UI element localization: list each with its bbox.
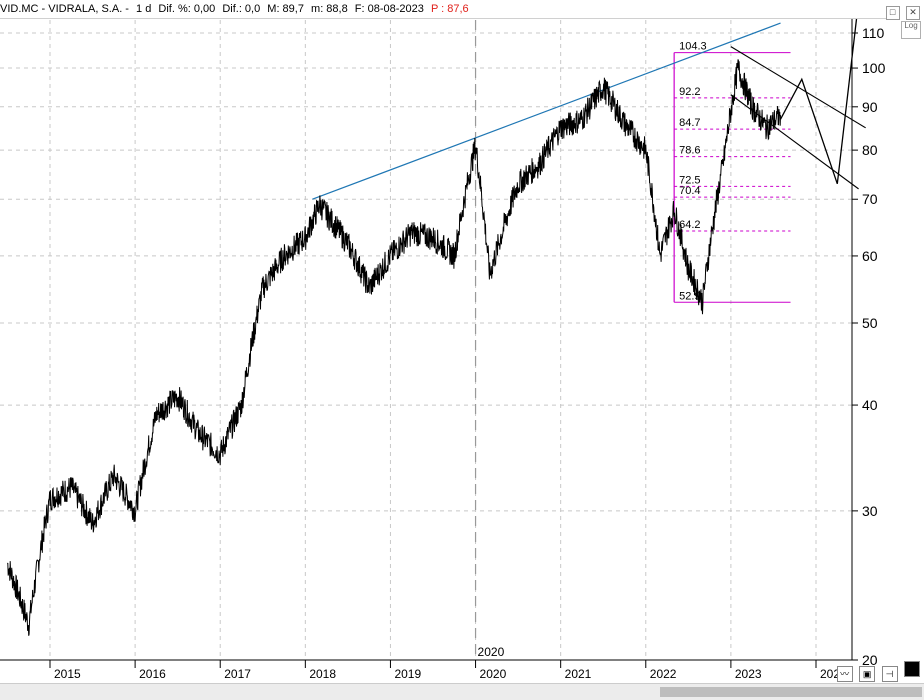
- y-tick-label: 60: [862, 248, 878, 264]
- chart-header: VID.MC - VIDRALA, S.A. - 1 d Dif. %: 0,0…: [0, 0, 900, 19]
- y-tick-label: 100: [862, 60, 886, 76]
- y-tick-label: 110: [862, 25, 885, 41]
- fib-level-label: 64.2: [679, 219, 700, 231]
- close-icon[interactable]: ✕: [906, 6, 920, 20]
- y-tick-label: 50: [862, 315, 878, 331]
- fibonacci-retracement[interactable]: 104.3 92.2 84.7 78.6 72.570.4 64.2 52.9: [673, 41, 791, 303]
- fib-level-label: 92.2: [679, 86, 700, 98]
- price-label: P : 87,6: [430, 3, 469, 15]
- y-axis: 110 100 90 80 70 60 50 40 30 20: [851, 18, 886, 668]
- x-tick-label: 2018: [309, 667, 336, 681]
- fib-level-label: 84.7: [679, 117, 700, 129]
- fib-level-label: 104.3: [679, 41, 707, 53]
- date-label: F: 08-08-2023: [354, 3, 424, 15]
- horizontal-scrollbar[interactable]: [0, 683, 924, 700]
- x-tick-label: 2015: [54, 667, 81, 681]
- fib-level-label: 72.5: [679, 174, 700, 186]
- x-axis: 2015 2016 2017 2018 2019 2020 2021 2022 2023 2024: [0, 659, 852, 681]
- bottom-toolbar: 〰 ▣ ⊣: [835, 661, 920, 682]
- projection-path: [779, 0, 863, 185]
- y-tick-label: 40: [862, 397, 878, 413]
- divider-label: 2020: [478, 645, 505, 659]
- x-tick-label: 2021: [565, 667, 592, 681]
- min-label: m: 88,8: [311, 3, 348, 15]
- save-icon[interactable]: ▣: [859, 666, 876, 682]
- color-swatch-icon[interactable]: [904, 661, 920, 677]
- price-series: [6, 59, 781, 636]
- y-tick-label: 20: [862, 652, 878, 668]
- fib-level-label: 78.6: [679, 145, 700, 157]
- maximize-icon[interactable]: □: [885, 6, 900, 20]
- scroll-thumb[interactable]: [660, 687, 922, 697]
- ticker-label: VID.MC - VIDRALA, S.A. -: [0, 3, 129, 15]
- pin-icon[interactable]: ⊣: [881, 666, 898, 682]
- fib-level-label: 70.4: [679, 185, 700, 197]
- drawn-lines[interactable]: [312, 0, 866, 200]
- x-tick-label: 2016: [139, 667, 166, 681]
- x-tick-label: 2020: [480, 667, 507, 681]
- y-tick-label: 70: [862, 191, 878, 207]
- x-tick-label: 2022: [650, 667, 677, 681]
- log-scale-toggle[interactable]: Log: [901, 21, 921, 39]
- period-label: 1 d: [136, 3, 152, 15]
- fib-level-label: 52.9: [679, 290, 700, 302]
- x-tick-label: 2019: [394, 667, 421, 681]
- x-tick-label: 2017: [224, 667, 251, 681]
- chart-type-icon[interactable]: 〰: [836, 666, 853, 682]
- trendline: [312, 22, 781, 200]
- dif-pct-label: Dif. %: 0,00: [158, 3, 216, 15]
- y-tick-label: 30: [862, 503, 878, 519]
- dif-label: Dif.: 0,0: [222, 3, 261, 15]
- price-line: [6, 59, 781, 636]
- y-tick-label: 90: [862, 99, 878, 115]
- y-tick-label: 80: [862, 142, 878, 158]
- max-label: M: 89,7: [267, 3, 304, 15]
- x-tick-label: 2023: [735, 667, 762, 681]
- window-buttons: □ ✕: [884, 2, 920, 20]
